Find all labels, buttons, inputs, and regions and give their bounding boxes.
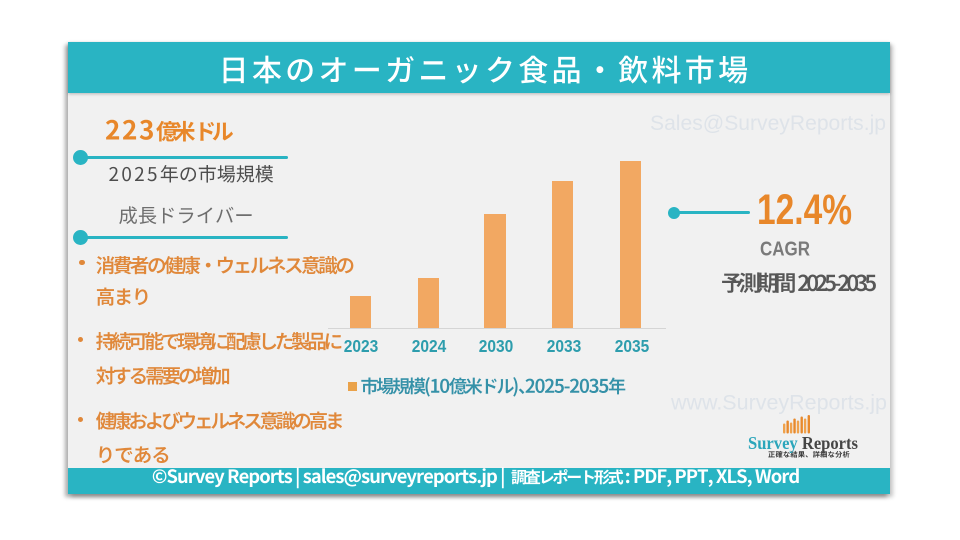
svg-text:2023: 2023 <box>344 336 379 356</box>
svg-text:Sales@SurveyReports.jp: Sales@SurveyReports.jp <box>650 112 886 135</box>
svg-text:CAGR: CAGR <box>760 239 810 261</box>
svg-text:2030: 2030 <box>479 336 514 356</box>
svg-text:2033: 2033 <box>547 336 582 356</box>
svg-text:2035: 2035 <box>615 336 650 356</box>
svg-text:2024: 2024 <box>412 336 447 356</box>
svg-text:www.SurveyReports.jp: www.SurveyReports.jp <box>670 392 887 415</box>
svg-text:12.4%: 12.4% <box>757 187 852 234</box>
svg-text:Survey Reports: Survey Reports <box>748 433 858 453</box>
